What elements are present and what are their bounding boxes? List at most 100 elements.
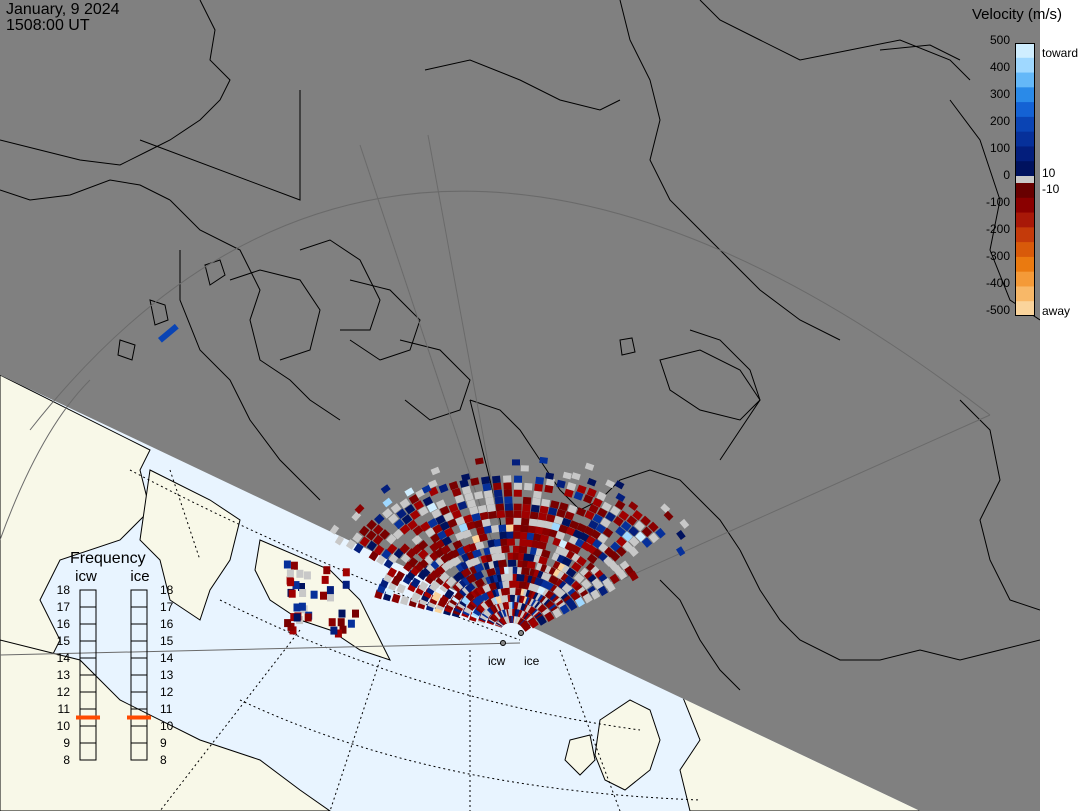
scatter-cell (601, 501, 612, 512)
velocity-tick: -200 (985, 222, 1010, 236)
frequency-cell (130, 674, 148, 693)
scatter-cell (570, 544, 581, 555)
scatter-cell (386, 543, 398, 555)
frequency-tick-left: 14 (56, 651, 70, 665)
scatter-cell (564, 511, 575, 521)
velocity-toward-label: toward (1042, 46, 1079, 60)
scatter-cell (365, 530, 377, 541)
scatter-cell (495, 503, 505, 512)
scatter-cell (616, 569, 628, 581)
velocity-swatch-away (1015, 197, 1035, 214)
scatter-cell (590, 529, 602, 540)
scatter-cell (474, 540, 485, 551)
scatter-cell (461, 473, 471, 482)
scatter-cell (584, 510, 595, 521)
scatter-cell (641, 537, 653, 548)
velocity-away-label: away (1042, 304, 1071, 318)
radar-scatter-fan (283, 456, 690, 638)
velocity-swatch-toward (1015, 131, 1035, 147)
scatter-cell (504, 496, 513, 504)
scatter-cell (339, 625, 347, 634)
scatter-cell (474, 563, 485, 573)
velocity-swatch-toward (1015, 72, 1035, 88)
scatter-cell (293, 613, 301, 622)
scatter-cell (474, 457, 484, 465)
isolated-echoes (157, 323, 179, 343)
scatter-cell (507, 559, 517, 567)
scatter-cell (503, 482, 512, 490)
scatter-cell (396, 583, 406, 594)
scatter-cell (468, 506, 479, 515)
scatter-cell (655, 527, 666, 539)
scatter-cell (586, 553, 598, 565)
scatter-cell (513, 475, 523, 483)
scatter-cell (609, 505, 621, 517)
frequency-tick-left: 17 (56, 600, 70, 614)
velocity-tick: 0 (1003, 168, 1010, 182)
radar-label-icw: icw (488, 654, 506, 668)
frequency-radar-ice: ice (130, 568, 150, 585)
map-panel[interactable] (0, 0, 1040, 811)
scatter-cell (432, 523, 443, 535)
scatter-cell (613, 516, 624, 527)
scatter-cell (558, 502, 569, 512)
scatter-cell (493, 489, 503, 498)
scatter-cell (441, 535, 453, 547)
frequency-tick-right: 13 (160, 668, 174, 682)
scatter-cell (679, 518, 690, 529)
scatter-cell (422, 496, 434, 507)
velocity-swatch-away (1015, 183, 1035, 199)
scatter-cell (457, 500, 468, 511)
scatter-cell (386, 533, 397, 545)
scatter-cell (572, 529, 583, 539)
frequency-tick-right: 16 (160, 617, 174, 631)
scatter-cell (648, 521, 659, 533)
scatter-cell (640, 515, 651, 527)
velocity-tick: -500 (985, 303, 1010, 317)
scatter-cell (430, 466, 441, 476)
scatter-cell (602, 527, 614, 538)
scatter-cell (505, 510, 514, 518)
scatter-cell (503, 475, 512, 483)
scatter-cell (519, 531, 529, 540)
scatter-cell (368, 550, 379, 562)
velocity-tick: 400 (989, 60, 1010, 74)
scatter-cell (490, 524, 500, 533)
scatter-cell (451, 509, 462, 520)
scatter-cell (622, 531, 633, 542)
scatter-cell (408, 494, 420, 505)
scatter-cell (445, 576, 457, 588)
scatter-cell (448, 503, 459, 513)
scatter-cell (478, 533, 489, 542)
scatter-cell (412, 525, 424, 536)
scatter-cell (157, 323, 179, 343)
scatter-cell (597, 533, 608, 544)
scatter-cell (401, 514, 413, 525)
scatter-cell (466, 520, 476, 531)
frequency-tick-left: 12 (56, 685, 70, 699)
scatter-cell (595, 523, 607, 534)
scatter-cell (503, 489, 513, 497)
scatter-cell (504, 503, 514, 511)
scatter-cell (320, 591, 327, 600)
scatter-cell (576, 484, 587, 495)
scatter-cell (471, 512, 481, 522)
scatter-cell (605, 581, 616, 593)
scatter-cell (541, 498, 551, 507)
scatter-cell (417, 539, 429, 551)
scatter-cell (628, 501, 639, 511)
scatter-cell (618, 510, 630, 521)
scatter-cell (479, 511, 489, 521)
velocity-swatch-toward (1015, 146, 1035, 162)
scatter-cell (481, 518, 491, 528)
scatter-cell (522, 503, 531, 512)
scatter-cell (410, 577, 421, 589)
scatter-cell (483, 490, 493, 499)
velocity-tick: 500 (989, 33, 1010, 47)
frequency-cell (130, 589, 148, 608)
scatter-cell (596, 491, 607, 502)
scatter-cell (461, 529, 472, 539)
scatter-cell (565, 526, 576, 537)
frequency-tick-right: 14 (160, 651, 174, 665)
scatter-cell (342, 580, 350, 589)
